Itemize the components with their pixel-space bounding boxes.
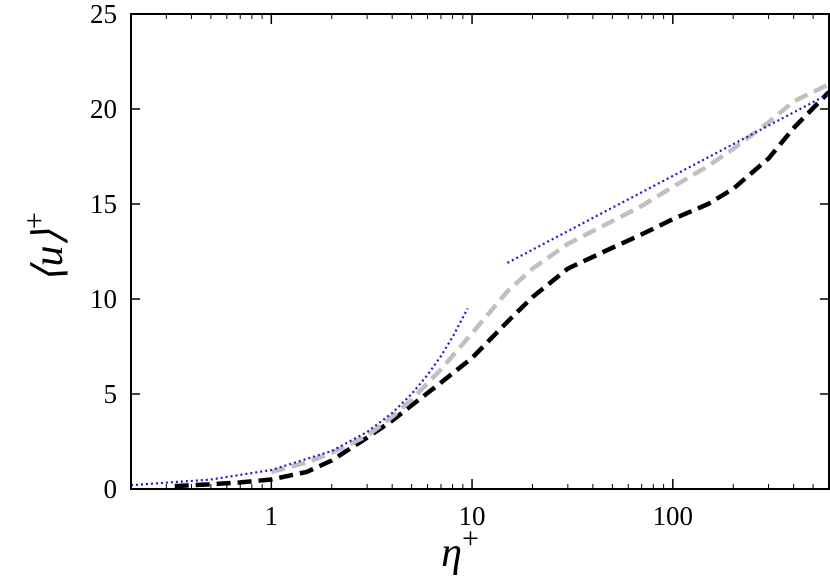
plot-marks bbox=[130, 82, 830, 489]
y-tick-label: 10 bbox=[90, 284, 117, 314]
series-line-blue-dotted bbox=[130, 307, 469, 487]
axis-ticks: 0 5 10 15 20 25 1 10 100 bbox=[90, 0, 830, 531]
y-tick-label: 5 bbox=[104, 379, 118, 409]
series-line-black-dashed bbox=[174, 90, 830, 489]
y-axis-label: ⟨u⟩+ bbox=[18, 212, 72, 283]
plot-frame bbox=[130, 13, 830, 490]
x-axis-label: η+ bbox=[441, 522, 479, 576]
x-tick-label: 10 bbox=[459, 501, 486, 531]
x-tick-label: 100 bbox=[653, 501, 694, 531]
series-line-gray-dashed bbox=[270, 82, 830, 475]
y-tick-label: 0 bbox=[104, 474, 118, 504]
series-line-blue-dotted bbox=[506, 92, 830, 264]
y-tick-label: 25 bbox=[90, 0, 117, 29]
y-tick-label: 15 bbox=[90, 189, 117, 219]
x-tick-label: 1 bbox=[265, 501, 279, 531]
y-tick-label: 20 bbox=[90, 94, 117, 124]
